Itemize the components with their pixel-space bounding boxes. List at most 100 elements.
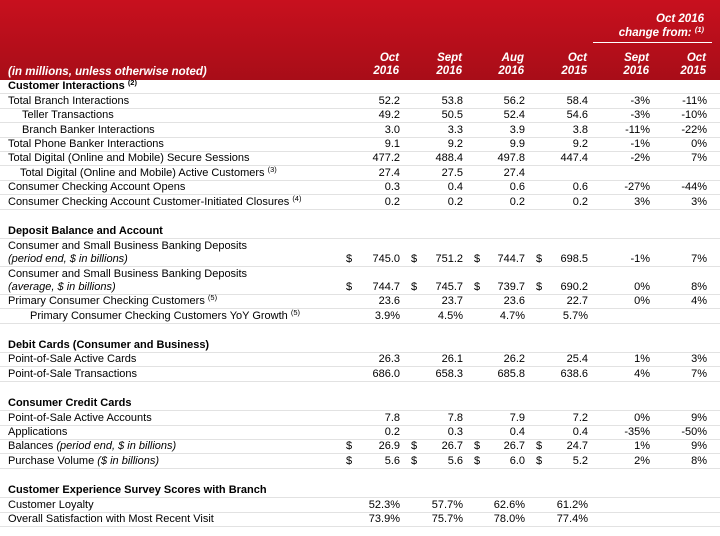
value-cell: 2%: [593, 455, 655, 468]
value: 7.8: [384, 411, 400, 424]
value: 75.7%: [431, 512, 463, 525]
row-label: Balances (period end, $ in billions): [0, 440, 340, 453]
label-text: Total Phone Banker Interactions: [8, 137, 164, 150]
table-row: Point-of-Sale Transactions 686.0 658.3 685.…: [0, 367, 720, 382]
value-cell: -22%: [655, 124, 712, 137]
currency-sign: $: [536, 440, 543, 453]
table-row: Total Digital (Online and Mobile) Active…: [0, 165, 720, 181]
currency-sign: $: [411, 440, 418, 453]
column-header: Aug 2016: [468, 52, 530, 78]
value-cell: 27.4: [340, 167, 405, 180]
value: 0.6: [509, 181, 525, 194]
value: 7%: [691, 152, 707, 165]
value-cell: 0%: [593, 412, 655, 425]
value: -1%: [630, 137, 650, 150]
value-cell: $698.5: [530, 253, 593, 266]
value-cell: 0.4: [405, 181, 468, 194]
value-cell: 26.2: [468, 353, 530, 366]
value: 49.2: [378, 109, 400, 122]
value: 3%: [691, 195, 707, 208]
value-cell: 4.7%: [468, 310, 530, 323]
value: -1%: [630, 252, 650, 265]
value-cell: 1%: [593, 353, 655, 366]
value-cell: 52.4: [468, 109, 530, 122]
value-cell: 56.2: [468, 95, 530, 108]
value-cell: 3.3: [405, 124, 468, 137]
value-cell: 3%: [655, 353, 712, 366]
label-text: Total Digital (Online and Mobile) Secure…: [8, 152, 250, 165]
currency-sign: $: [346, 440, 353, 453]
value: 4%: [634, 367, 650, 380]
table-row: Point-of-Sale Active Cards 26.3 26.1 26.2 25…: [0, 353, 720, 368]
column-line2: 2016: [436, 65, 462, 77]
value-cell: $744.7: [468, 253, 530, 266]
value: 6.0: [509, 454, 525, 467]
value: 9%: [691, 411, 707, 424]
value-cell: -35%: [593, 426, 655, 439]
value-cell: 0%: [593, 295, 655, 308]
value: 54.6: [566, 109, 588, 122]
value: 0.2: [447, 195, 463, 208]
value: 745.7: [435, 280, 463, 293]
currency-sign: $: [474, 280, 481, 293]
value-cell: 9%: [655, 412, 712, 425]
column-header: Sept 2016: [405, 52, 468, 78]
table-row: Purchase Volume ($ in billions) $5.6 $5.6 $…: [0, 454, 720, 469]
value-cell: 23.6: [468, 295, 530, 308]
column-header: Sept 2016: [593, 52, 655, 78]
value: 26.1: [441, 353, 463, 366]
value: -3%: [630, 94, 650, 107]
value: 690.2: [560, 280, 588, 293]
value-cell: 8%: [655, 455, 712, 468]
value-cell: 78.0%: [468, 513, 530, 526]
value: 9.2: [447, 137, 463, 150]
value: 0.4: [509, 426, 525, 439]
value: 9.2: [572, 137, 588, 150]
value-cell: $5.2: [530, 455, 593, 468]
value: -11%: [625, 123, 650, 136]
section-label: Debit Cards (Consumer and Business): [0, 339, 340, 352]
value: 4%: [691, 295, 707, 308]
value-cell: 9.2: [405, 138, 468, 151]
value-cell: $745.7: [405, 281, 468, 294]
value-cell: 9.9: [468, 138, 530, 151]
group-header: Oct 2016 change from: (1): [593, 12, 712, 43]
table-row: Overall Satisfaction with Most Recent Vi…: [0, 513, 720, 527]
value-cell: $739.7: [468, 281, 530, 294]
section-title-text: Consumer Credit Cards: [8, 397, 132, 410]
value-cell: 75.7%: [405, 513, 468, 526]
value: 0.2: [384, 195, 400, 208]
value-cell: -44%: [655, 181, 712, 194]
section-label: Customer Experience Survey Scores with B…: [0, 484, 340, 497]
section-label: Consumer Credit Cards: [0, 397, 340, 410]
value-cell: 61.2%: [530, 499, 593, 512]
value-cell: 0.6: [468, 181, 530, 194]
row-label: Consumer and Small Business Banking Depo…: [0, 268, 340, 294]
table-header: Oct 2016 change from: (1) (in millions, u…: [0, 0, 720, 80]
value: 477.2: [372, 152, 400, 165]
value-cell: 58.4: [530, 95, 593, 108]
value: 61.2%: [556, 498, 588, 511]
value: 9.1: [384, 137, 400, 150]
value: 9%: [691, 440, 707, 453]
value-cell: 477.2: [340, 152, 405, 165]
row-label: Customer Loyalty: [0, 499, 340, 512]
row-label: Total Digital (Online and Mobile) Secure…: [0, 152, 340, 165]
row-label: Total Digital (Online and Mobile) Active…: [0, 165, 340, 180]
value: 26.7: [441, 440, 463, 453]
value-cell: 7%: [655, 253, 712, 266]
value-cell: 0.2: [340, 196, 405, 209]
value: 751.2: [435, 252, 463, 265]
value-cell: 50.5: [405, 109, 468, 122]
value-cell: 9.1: [340, 138, 405, 151]
value-cell: 0.2: [530, 196, 593, 209]
value: 23.6: [378, 295, 400, 308]
value: 27.4: [503, 166, 525, 179]
label-qualifier: ($ in billions): [97, 454, 160, 467]
column-line2: 2015: [680, 65, 706, 77]
value: 7.8: [447, 411, 463, 424]
value: 0.2: [572, 195, 588, 208]
value: 53.8: [441, 94, 463, 107]
table-row: Total Branch Interactions 52.2 53.8 56.2 58.…: [0, 94, 720, 109]
